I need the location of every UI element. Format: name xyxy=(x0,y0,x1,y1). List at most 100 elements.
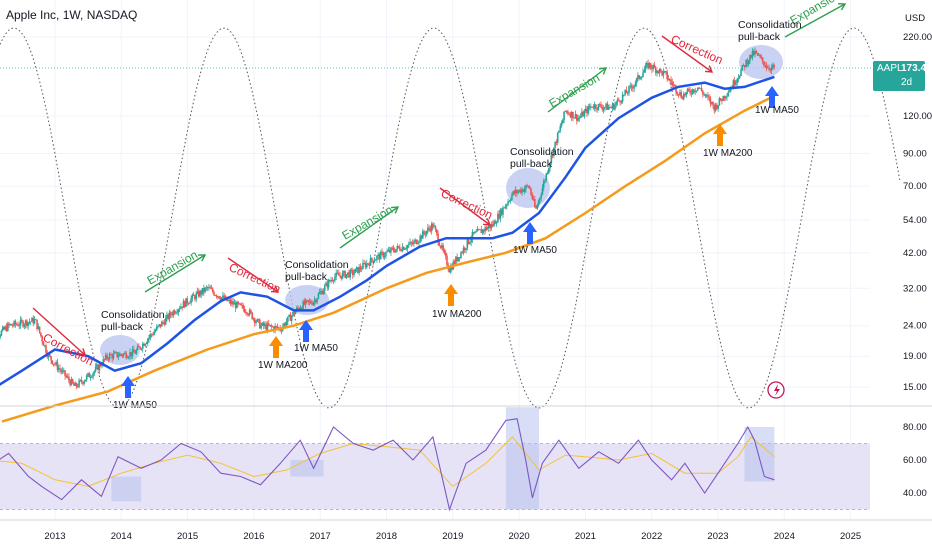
candle-body xyxy=(0,335,1,338)
rsi-line xyxy=(0,418,775,512)
candle-body xyxy=(87,373,89,376)
candle-body xyxy=(545,173,548,181)
candle-body xyxy=(742,64,745,66)
candle-body xyxy=(646,62,648,66)
candle-body xyxy=(484,227,486,232)
candle-body xyxy=(583,111,586,117)
candle-body xyxy=(472,232,475,234)
candle-body xyxy=(141,343,144,349)
candle-body xyxy=(131,349,134,356)
candle-body xyxy=(620,101,623,103)
candle-body xyxy=(432,223,434,228)
candle-body xyxy=(92,373,94,377)
candle-body xyxy=(396,245,399,250)
candle-body xyxy=(573,117,576,119)
candle-body xyxy=(601,107,604,110)
candle-body xyxy=(623,94,625,96)
candle-body xyxy=(592,107,595,109)
candle-body xyxy=(628,86,630,93)
candle-body xyxy=(103,359,106,360)
candle-body xyxy=(420,235,423,239)
candle-body xyxy=(253,318,256,323)
candle-body xyxy=(154,330,157,332)
candle-body xyxy=(199,290,201,297)
candle-body xyxy=(339,275,341,277)
candle-body xyxy=(289,314,292,321)
price-axis-label: 70.00 xyxy=(903,181,927,192)
candle-body xyxy=(71,379,74,384)
candle-body xyxy=(363,263,366,264)
candle-body xyxy=(439,245,442,248)
candle-body xyxy=(707,95,709,98)
candle-body xyxy=(607,106,610,110)
candle-body xyxy=(374,259,377,261)
candle-body xyxy=(121,354,124,356)
price-axis-label: 54.00 xyxy=(903,215,927,226)
candle-body xyxy=(243,308,246,313)
candle-body xyxy=(741,64,744,71)
candle-body xyxy=(418,241,420,243)
candle-body xyxy=(582,111,584,117)
candle-body xyxy=(728,90,731,93)
candle-body xyxy=(220,297,223,300)
candle-body xyxy=(387,249,390,252)
candle-body xyxy=(649,63,652,68)
candle-body xyxy=(293,312,296,315)
candle-body xyxy=(255,321,257,323)
candle-body xyxy=(327,280,330,288)
candle-body xyxy=(677,94,680,96)
candle-body xyxy=(401,246,404,252)
rsi-axis-label: 60.00 xyxy=(903,455,927,466)
candle-body xyxy=(266,323,269,330)
candle-body xyxy=(411,243,414,245)
candle-body xyxy=(685,92,688,96)
candle-body xyxy=(632,87,634,89)
candle-body xyxy=(309,301,312,304)
candle-body xyxy=(13,321,15,326)
candle-body xyxy=(346,272,349,275)
candle-body xyxy=(535,206,537,209)
candle-body xyxy=(269,325,271,326)
correction-arrow-head xyxy=(704,65,714,73)
candle-body xyxy=(106,355,108,359)
candle-body xyxy=(317,293,320,299)
candle-body xyxy=(303,301,306,305)
candle-body xyxy=(171,314,173,316)
candle-body xyxy=(511,194,513,200)
candle-body xyxy=(91,376,93,378)
candle-body xyxy=(203,287,205,293)
lightning-icon xyxy=(767,381,785,399)
candle-body xyxy=(526,185,528,187)
rsi-band xyxy=(0,443,870,510)
candle-body xyxy=(694,91,696,93)
currency-label: USD xyxy=(905,13,925,24)
candle-body xyxy=(65,376,68,377)
candle-body xyxy=(749,54,751,61)
candle-body xyxy=(653,64,656,68)
candle-body xyxy=(654,67,657,73)
candle-body xyxy=(385,252,387,256)
candle-body xyxy=(262,322,265,327)
candle-body xyxy=(186,298,189,304)
candle-body xyxy=(158,324,161,326)
price-axis-label: 24.00 xyxy=(903,321,927,332)
candle-body xyxy=(334,276,336,281)
candle-body xyxy=(357,267,359,273)
candle-body xyxy=(215,295,218,297)
price-axis-label: 15.00 xyxy=(903,382,927,393)
candle-body xyxy=(593,104,596,109)
candle-body xyxy=(388,249,391,253)
candle-body xyxy=(564,110,567,112)
candle-body xyxy=(606,103,609,110)
candle-body xyxy=(34,319,37,321)
candle-body xyxy=(414,239,416,242)
candle-body xyxy=(497,213,499,223)
candle-body xyxy=(393,250,396,253)
candle-body xyxy=(458,257,461,259)
candle-body xyxy=(368,263,371,266)
rsi-axis-label: 40.00 xyxy=(903,488,927,499)
candle-body xyxy=(251,312,254,320)
candle-body xyxy=(413,241,415,245)
candle-body xyxy=(686,88,689,93)
candle-body xyxy=(518,189,521,192)
